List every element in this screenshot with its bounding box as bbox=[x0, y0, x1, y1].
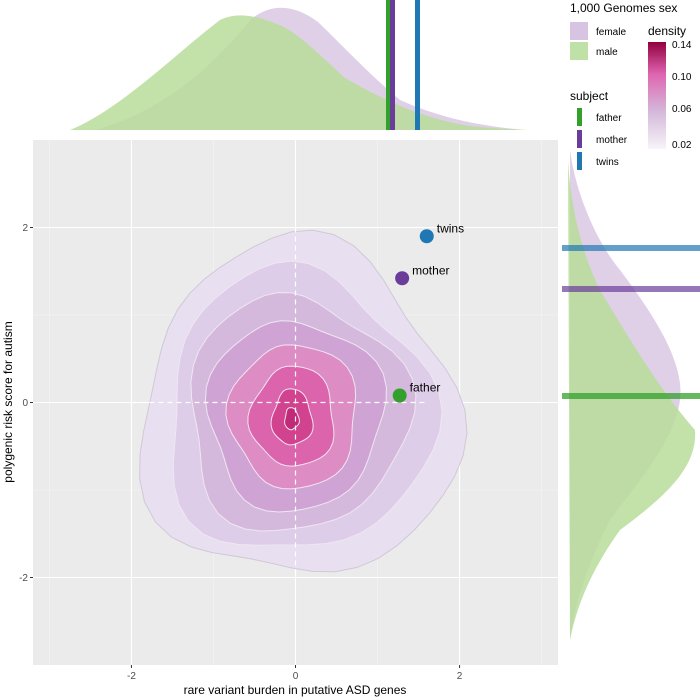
data-points: twins mother father bbox=[392, 221, 464, 403]
density-break-label: 0.14 bbox=[672, 40, 692, 51]
father-right-marker bbox=[562, 393, 700, 399]
father-point-label: father bbox=[410, 381, 441, 395]
density-colorbar bbox=[648, 42, 666, 149]
y-tick-label: 2 bbox=[22, 223, 28, 234]
x-axis-title: rare variant burden in putative ASD gene… bbox=[184, 683, 407, 697]
right-marginal-density bbox=[562, 150, 700, 640]
main-plot-panel: twins mother father -2 0 2 -2 0 2 bbox=[19, 140, 558, 682]
mother-point bbox=[395, 271, 410, 286]
density-break-label: 0.02 bbox=[672, 140, 692, 151]
y-tick-label: -2 bbox=[19, 573, 28, 584]
reference-lines bbox=[131, 227, 427, 578]
twins-legend-key bbox=[577, 152, 582, 170]
mother-legend-key bbox=[577, 130, 582, 148]
female-legend-key bbox=[570, 22, 588, 40]
male-legend-label: male bbox=[596, 47, 618, 58]
father-top-marker bbox=[386, 0, 391, 130]
sex-legend: 1,000 Genomes sex female male bbox=[570, 1, 677, 60]
axis-ticks: -2 0 2 -2 0 2 bbox=[19, 223, 463, 682]
mother-point-label: mother bbox=[412, 263, 449, 277]
father-legend-key bbox=[577, 108, 582, 126]
mother-legend-label: mother bbox=[596, 135, 628, 146]
subject-legend: subject father mother twins bbox=[570, 89, 628, 170]
twins-right-marker bbox=[562, 245, 700, 251]
female-legend-label: female bbox=[596, 27, 626, 38]
twins-top-marker bbox=[415, 0, 420, 130]
density-break-label: 0.06 bbox=[672, 104, 692, 115]
x-tick-label: -2 bbox=[127, 671, 136, 682]
father-point bbox=[392, 388, 407, 403]
y-tick-label: 0 bbox=[22, 398, 28, 409]
x-tick-label: 2 bbox=[457, 671, 463, 682]
top-marginal-density bbox=[70, 0, 540, 131]
mother-right-marker bbox=[562, 286, 700, 292]
density-legend-title: density bbox=[648, 24, 686, 38]
subject-legend-title: subject bbox=[570, 89, 609, 103]
twins-legend-label: twins bbox=[596, 157, 619, 168]
density-break-label: 0.10 bbox=[672, 72, 692, 83]
y-axis-title: polygenic risk score for autism bbox=[1, 321, 15, 482]
father-legend-label: father bbox=[596, 113, 622, 124]
density-legend: density 0.14 0.10 0.06 0.02 bbox=[648, 24, 692, 151]
x-tick-label: 0 bbox=[293, 671, 299, 682]
twins-point bbox=[419, 229, 434, 244]
male-right-density bbox=[568, 160, 696, 640]
mother-top-marker bbox=[390, 0, 395, 130]
male-top-density bbox=[70, 15, 540, 130]
density-contours bbox=[139, 229, 468, 573]
sex-legend-title: 1,000 Genomes sex bbox=[570, 1, 677, 15]
twins-point-label: twins bbox=[437, 221, 464, 235]
male-legend-key bbox=[570, 42, 588, 60]
